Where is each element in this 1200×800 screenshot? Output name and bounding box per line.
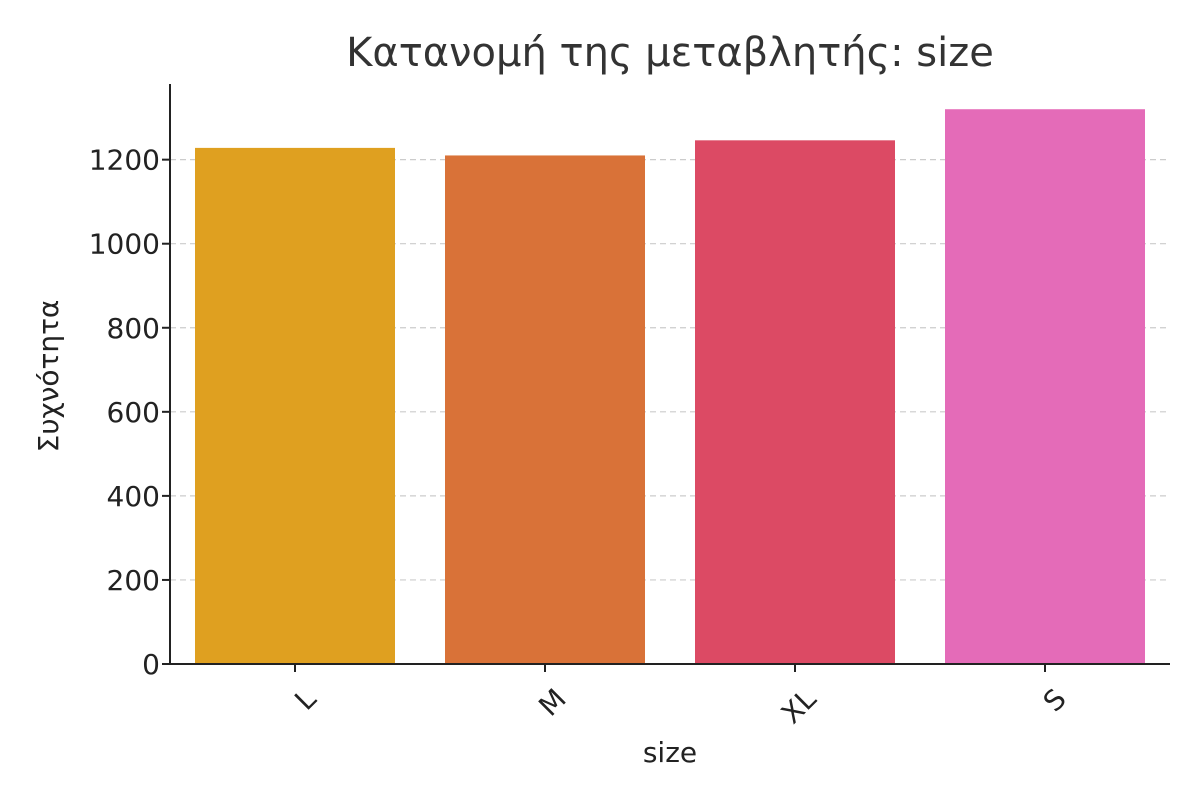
y-tick-label: 200 <box>107 564 160 597</box>
y-tick-label: 1200 <box>89 144 160 177</box>
y-axis-label: Συχνότητα <box>32 300 65 453</box>
chart-title: Κατανομή της μεταβλητής: size <box>346 30 994 76</box>
x-tick-label: S <box>1037 682 1073 718</box>
x-axis-label: size <box>643 736 697 769</box>
y-tick-label: 0 <box>142 648 160 681</box>
bar-s <box>945 109 1145 664</box>
y-tick-label: 1000 <box>89 228 160 261</box>
bar-l <box>195 147 395 665</box>
bar-m <box>445 155 645 664</box>
x-tick-label: M <box>532 682 572 722</box>
y-tick-label: 400 <box>107 480 160 513</box>
x-tick-label: L <box>288 682 323 717</box>
y-tick-label: 800 <box>107 312 160 345</box>
x-axis-ticks: L M XL S <box>288 664 1073 730</box>
x-tick-label: XL <box>775 682 823 730</box>
axes <box>169 84 1170 665</box>
y-tick-label: 600 <box>107 396 160 429</box>
bar-xl <box>695 140 895 664</box>
y-axis-ticks: 0 200 400 600 800 1000 1200 <box>89 144 170 681</box>
bars <box>195 109 1145 665</box>
